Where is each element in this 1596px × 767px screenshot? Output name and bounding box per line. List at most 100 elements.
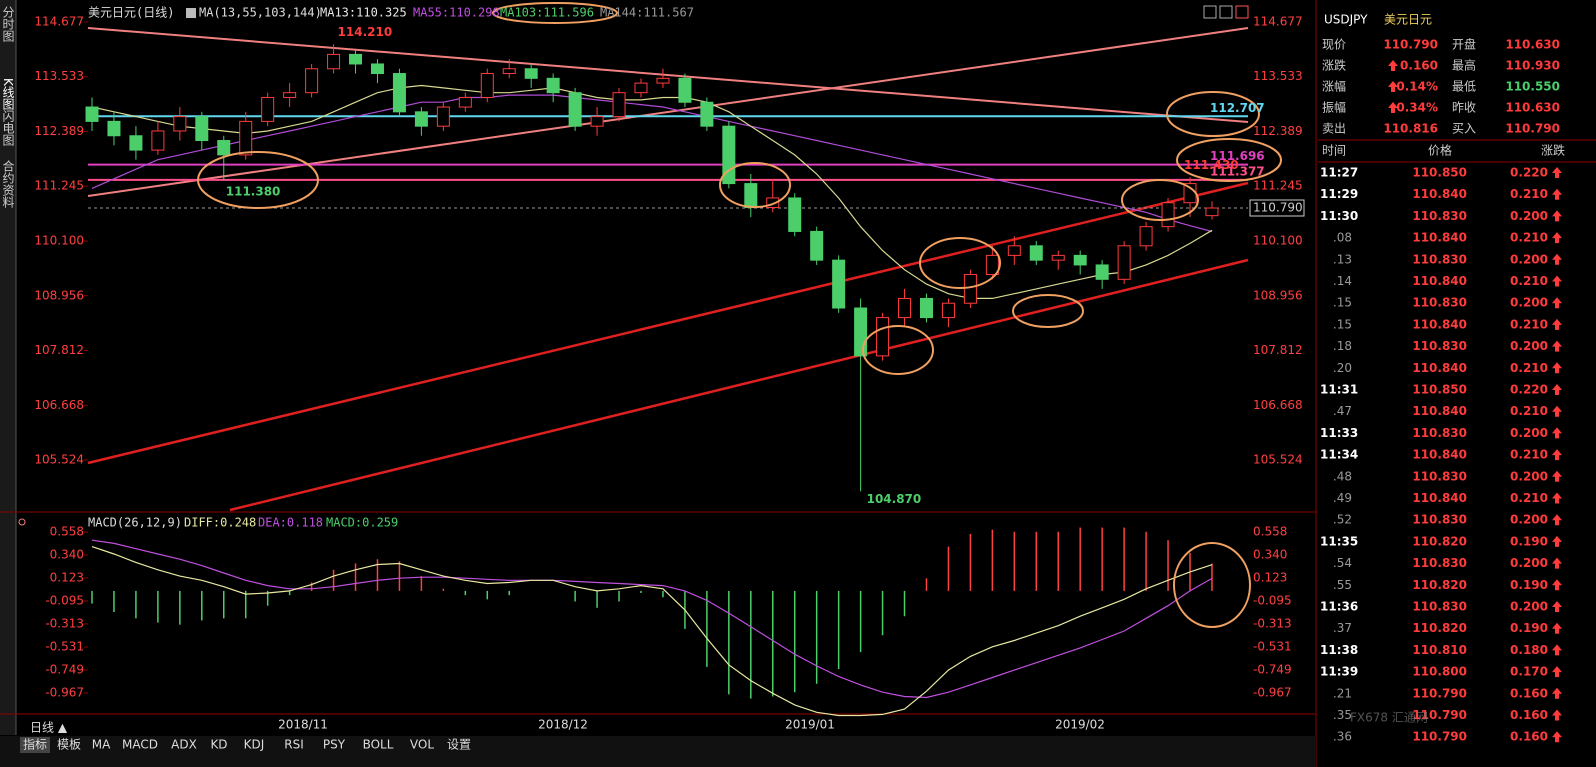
ellipse [919, 237, 1001, 289]
y-tick-label: 110.100 [34, 234, 84, 248]
macd-dea: DEA:0.118 [258, 516, 323, 530]
window-button[interactable] [1219, 5, 1233, 19]
tick-price: 110.840 [1412, 491, 1467, 505]
ma-params: MA(13,55,103,144) [199, 6, 322, 20]
sidebar-tab[interactable]: 闪电图 [1, 110, 15, 146]
tick-price: 110.800 [1412, 665, 1467, 679]
watermark: FX678 汇通网 [1350, 711, 1428, 725]
sidebar-tab[interactable]: K线图 [1, 78, 15, 110]
period-selector[interactable]: 日线 ▲ [30, 721, 68, 735]
quote-label: 涨跌 [1322, 58, 1346, 73]
annotation-circles [197, 2, 1282, 628]
tick-time: .48 [1333, 469, 1352, 483]
footer-tab[interactable]: ADX [171, 738, 197, 752]
candle-body [458, 96, 472, 108]
price-annotation: 111.430 [1184, 158, 1239, 172]
up-arrow [1552, 362, 1562, 374]
tick-change: 0.160 [1510, 708, 1548, 722]
quote-label: 最低 [1452, 80, 1476, 94]
footer [0, 736, 1316, 767]
tick-time: 11:34 [1320, 448, 1358, 462]
quote-value: 110.816 [1383, 122, 1438, 136]
tick-change: 0.200 [1510, 426, 1548, 440]
sidebar-tab[interactable]: 分时图 [1, 6, 15, 42]
tick-time: 11:36 [1320, 600, 1358, 614]
tick-change: 0.200 [1510, 296, 1548, 310]
up-arrow [1552, 687, 1562, 699]
candle-body [524, 68, 538, 79]
footer-tab[interactable]: 模板 [57, 738, 81, 752]
channel-line [229, 258, 1249, 512]
y-tick-label: 113.533 [1253, 69, 1303, 83]
up-arrow [1552, 470, 1562, 482]
tick-price: 110.840 [1412, 448, 1467, 462]
tick-time: 11:30 [1320, 209, 1358, 223]
tick-price: 110.810 [1412, 643, 1467, 657]
tick-price: 110.830 [1412, 600, 1467, 614]
symbol-name: 美元日元 [1384, 13, 1432, 27]
tick-time: .55 [1333, 578, 1352, 592]
tick-change: 0.200 [1510, 339, 1548, 353]
quote-label: 最高 [1452, 58, 1476, 73]
window-button[interactable] [1203, 5, 1217, 19]
candle-body [941, 302, 955, 319]
candle-body [744, 183, 758, 209]
footer-tab[interactable]: MA [92, 738, 111, 752]
tick-change: 0.200 [1510, 469, 1548, 483]
quote-label: 昨收 [1452, 101, 1476, 115]
candle-body [1007, 245, 1021, 256]
candle-body [854, 307, 868, 357]
window-button[interactable] [1235, 5, 1249, 19]
candle-body [963, 274, 977, 304]
ellipse [1012, 294, 1084, 328]
up-arrow [1552, 318, 1562, 330]
sidebar-tab[interactable]: 合约资料 [1, 159, 15, 208]
footer-tab[interactable]: 设置 [447, 738, 471, 752]
candle-body [349, 53, 363, 65]
candle-body [568, 92, 582, 127]
y-tick-label: 106.668 [1253, 398, 1303, 412]
ma13-line [91, 84, 1213, 299]
up-arrow [1552, 188, 1562, 200]
y-tick-label: 111.245 [34, 179, 84, 193]
ellipse [719, 162, 791, 208]
footer-tab[interactable]: MACD [122, 738, 158, 752]
diff-line [91, 546, 1213, 717]
tick-change: 0.220 [1510, 166, 1548, 180]
footer-tab[interactable]: BOLL [363, 738, 394, 752]
tick-time: 11:35 [1320, 534, 1358, 548]
y-tick-label: 108.956 [34, 288, 84, 302]
candle-body [502, 68, 516, 75]
y-tick-label: -0.095 [1253, 593, 1292, 607]
candle-body [151, 130, 165, 151]
up-arrow [1552, 449, 1562, 461]
footer-tab[interactable]: PSY [323, 738, 346, 752]
tick-time: .52 [1333, 513, 1352, 527]
tick-time: .36 [1333, 730, 1352, 744]
candle-body [327, 53, 341, 70]
candle-body [546, 77, 560, 94]
footer-tab[interactable]: VOL [410, 738, 434, 752]
current-price-box [1249, 199, 1305, 217]
candle-body [283, 92, 297, 98]
up-arrow [1552, 579, 1562, 591]
tick-change: 0.200 [1510, 556, 1548, 570]
y-tick-label: 110.100 [1253, 234, 1303, 248]
tick-price: 110.790 [1412, 730, 1467, 744]
footer-tab[interactable]: KDJ [244, 738, 265, 752]
candle-body [590, 116, 604, 127]
tick-time: 11:27 [1320, 166, 1358, 180]
quote-value: 110.630 [1505, 38, 1560, 52]
settings-icon[interactable] [18, 518, 26, 526]
footer-tab[interactable]: 指标 [23, 737, 47, 752]
footer-tab[interactable]: KD [210, 738, 227, 752]
quote-value: 0.34% [1396, 101, 1438, 115]
footer-tab[interactable]: RSI [284, 738, 304, 752]
tick-change: 0.200 [1510, 513, 1548, 527]
up-arrow [1552, 405, 1562, 417]
y-tick-label: -0.967 [45, 685, 84, 699]
ellipse [1176, 138, 1282, 182]
tick-price: 110.840 [1412, 274, 1467, 288]
